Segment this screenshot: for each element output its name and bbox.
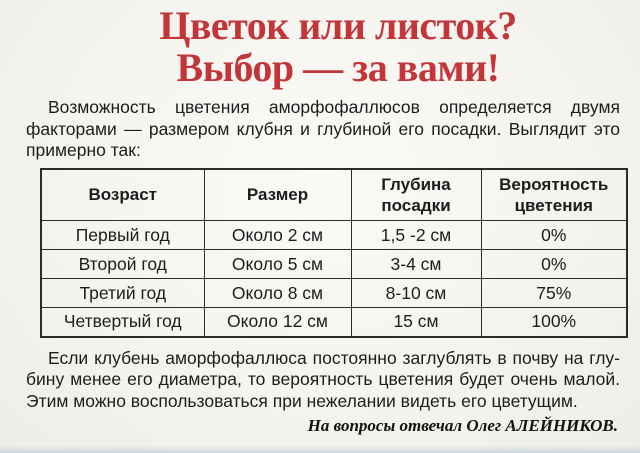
table-row: Третий год Около 8 см 8-10 см 75% <box>40 278 628 308</box>
cell-size: Около 12 см <box>203 307 352 337</box>
page-title: Цветок или листок? Выбор — за вами! <box>0 0 640 89</box>
header-age: Возраст <box>40 168 205 221</box>
table-row: Первый год Около 2 см 1,5 -2 см 0% <box>40 220 628 250</box>
cell-probability: 75% <box>480 278 628 308</box>
cell-depth: 8-10 см <box>350 278 482 308</box>
cell-age: Первый год <box>40 220 205 250</box>
outro-line: бину менее его диаметра, то вероятность … <box>26 369 620 389</box>
page-title-line-1: Цветок или листок? <box>159 3 517 48</box>
cell-probability: 100% <box>480 307 628 337</box>
outro-line: Этим можно воспользоваться при нежелании… <box>26 390 578 411</box>
cell-size: Около 8 см <box>203 278 352 308</box>
header-size: Размер <box>203 168 352 221</box>
author-signature: На вопросы отвечал Олег АЛЕЙНИКОВ. <box>307 416 618 435</box>
intro-line: факторами — размером клубня и глубиной е… <box>26 118 620 139</box>
cell-size: Около 5 см <box>203 249 352 279</box>
cell-depth: 1,5 -2 см <box>350 220 482 250</box>
cell-size: Около 2 см <box>203 220 352 250</box>
table-row: Четвертый год Около 12 см 15 см 100% <box>40 307 628 337</box>
page-title-line-2: Выбор — за вами! <box>176 45 500 90</box>
outro-paragraph: Если клубень аморфофаллюса постоянно заг… <box>26 348 620 413</box>
cell-probability: 0% <box>480 249 628 279</box>
cell-age: Третий год <box>40 278 205 308</box>
flowering-probability-table: Возраст Размер Глубина посадки Вероятнос… <box>40 167 628 338</box>
intro-line: Возможность цветения аморфофаллюсов опре… <box>48 97 620 117</box>
cell-probability: 0% <box>480 220 628 250</box>
cell-depth: 3-4 см <box>350 249 482 279</box>
header-probability: Вероятность цветения <box>480 168 628 221</box>
table-row: Второй год Около 5 см 3-4 см 0% <box>40 249 628 279</box>
intro-line: примерно так: <box>26 140 141 160</box>
intro-paragraph: Возможность цветения аморфофаллюсов опре… <box>26 97 620 162</box>
cell-age: Четвертый год <box>40 307 205 337</box>
cell-age: Второй год <box>40 249 205 279</box>
header-depth: Глубина посадки <box>350 168 482 221</box>
table-header-row: Возраст Размер Глубина посадки Вероятнос… <box>40 168 628 221</box>
outro-line: Если клубень аморфофаллюса постоянно заг… <box>48 347 620 368</box>
cell-depth: 15 см <box>350 307 482 337</box>
scan-edge-tint <box>0 445 640 453</box>
